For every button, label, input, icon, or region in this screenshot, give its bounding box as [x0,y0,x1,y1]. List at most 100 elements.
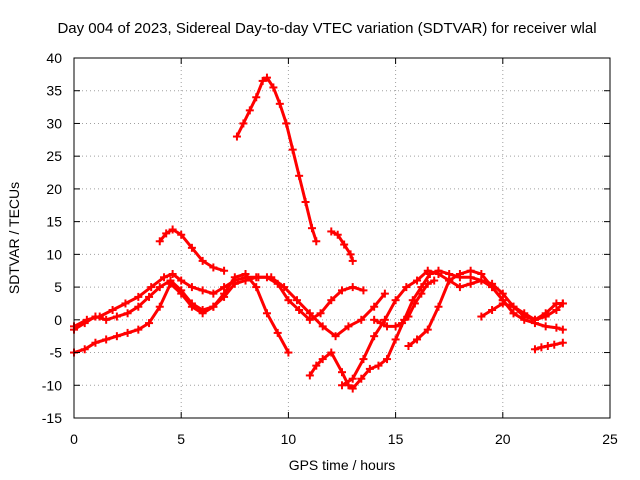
data-point [423,279,432,288]
data-point [147,283,156,292]
data-point [209,302,218,311]
data-point [423,325,432,334]
data-point [108,306,117,314]
data-point [177,230,186,239]
x-tick-label: 0 [70,431,78,447]
data-point [112,332,121,341]
data-point [530,315,539,324]
data-point [318,322,327,331]
y-tick-label: 25 [46,148,62,164]
data-point [558,338,567,347]
data-point [423,266,432,275]
data-point [359,286,368,295]
data-point [245,106,254,115]
data-point [541,322,550,331]
data-point [177,286,186,295]
data-point [477,270,486,278]
data-point [284,348,293,357]
data-point [269,83,278,92]
data-point [530,345,539,354]
data-point [380,289,389,298]
x-tick-labels: 0 5 10 15 20 25 [70,58,618,447]
data-point [134,292,143,301]
data-point [402,283,411,292]
data-point [305,371,314,380]
data-point [370,332,379,341]
data-point [509,302,518,311]
data-point [434,270,443,278]
data-point [327,296,336,305]
data-point [284,296,293,305]
data-point [391,322,400,331]
y-tick-label: -15 [42,410,62,426]
data-point [359,355,368,364]
data-point [252,273,261,282]
data-point [123,309,132,318]
data-point [383,355,392,364]
data-point [312,237,321,246]
series-arc-a [235,76,318,243]
y-tick-label: -5 [50,345,63,361]
y-tick-label: 5 [54,279,62,295]
series-arc-g [308,269,515,390]
data-point [123,328,132,337]
y-tick-label: 15 [46,214,62,230]
data-point [430,276,439,285]
x-tick-label: 20 [495,431,511,447]
data-point [232,132,241,141]
data-point [357,374,366,383]
data-point [134,302,143,311]
data-point [230,279,239,288]
data-point [370,315,379,324]
data-point [168,270,177,278]
data-point [338,368,346,377]
series-arc-j [372,279,436,328]
data-point [258,76,267,85]
data-point [434,302,443,311]
data-point [273,328,282,337]
data-point [155,302,164,311]
data-point [177,276,186,285]
data-point [455,270,464,278]
data-point [252,93,261,102]
data-point [220,283,229,292]
data-point [160,273,169,282]
data-point [295,306,304,314]
data-point [91,338,100,347]
data-point [550,340,559,349]
data-point [318,355,327,364]
data-point [558,325,567,334]
data-point [391,335,400,344]
series-arc-i [407,269,565,348]
data-point [198,286,207,295]
data-point [410,299,419,308]
grid [74,58,610,418]
x-axis-label: GPS time / hours [289,457,396,473]
data-point [241,276,250,285]
data-point [333,230,342,239]
data-point [466,266,475,275]
data-point [380,315,389,324]
data-point [209,289,218,298]
data-point [370,302,379,311]
y-tick-labels: -15 -10 -5 0 5 10 15 20 25 30 35 40 [42,50,610,426]
data-point [282,119,291,128]
data-point [398,319,407,328]
data-point [301,198,310,206]
data-point [498,299,507,308]
data-point [198,306,207,314]
data-point [520,309,529,318]
data-point [80,345,89,354]
series-arc-f [72,275,365,332]
data-point [121,299,130,308]
data-point [112,312,121,321]
data-point [383,322,392,331]
data-point [404,312,413,321]
data-point [404,342,413,350]
y-tick-label: 40 [46,50,62,66]
data-point [187,243,196,252]
data-point [262,73,271,82]
series-arc-b [329,230,355,263]
data-point [162,229,171,238]
